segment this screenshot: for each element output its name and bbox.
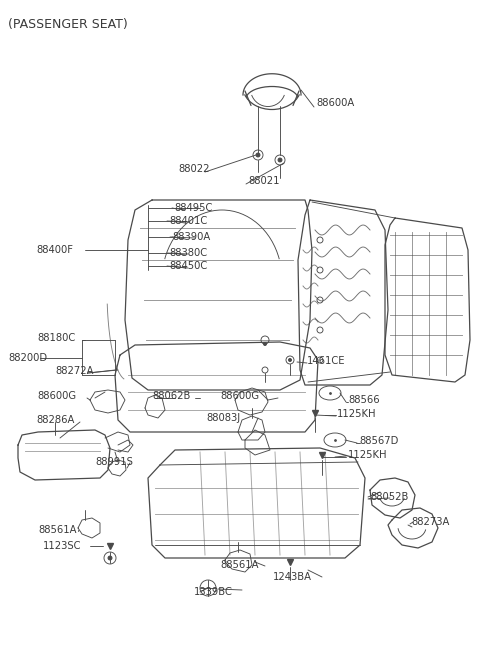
- Text: 1125KH: 1125KH: [348, 450, 387, 460]
- Text: 88561A: 88561A: [220, 560, 259, 570]
- Text: 1461CE: 1461CE: [307, 356, 346, 366]
- Text: 88062B: 88062B: [152, 391, 191, 401]
- Circle shape: [278, 158, 282, 162]
- Text: 88600G: 88600G: [220, 391, 259, 401]
- Text: 88566: 88566: [348, 395, 380, 405]
- Text: 88200D: 88200D: [8, 353, 47, 363]
- Text: 88567D: 88567D: [359, 436, 398, 446]
- Text: 88600G: 88600G: [37, 391, 76, 401]
- Text: 88022: 88022: [178, 164, 209, 174]
- Text: 88286A: 88286A: [36, 415, 74, 425]
- Text: 88380C: 88380C: [169, 248, 207, 258]
- Text: 88561A: 88561A: [38, 525, 76, 535]
- Circle shape: [288, 358, 291, 362]
- Text: 88450C: 88450C: [169, 261, 207, 271]
- Text: 88400F: 88400F: [36, 245, 73, 255]
- Text: 88495C: 88495C: [174, 203, 212, 213]
- Text: 88991S: 88991S: [95, 457, 133, 467]
- Text: 88052B: 88052B: [370, 492, 408, 502]
- Circle shape: [108, 556, 112, 560]
- Circle shape: [256, 153, 260, 157]
- Text: 88401C: 88401C: [169, 216, 207, 226]
- Text: 1243BA: 1243BA: [273, 572, 312, 582]
- Text: (PASSENGER SEAT): (PASSENGER SEAT): [8, 18, 128, 31]
- Text: 88390A: 88390A: [172, 232, 210, 242]
- Text: 88272A: 88272A: [55, 366, 94, 376]
- Circle shape: [264, 343, 266, 345]
- Text: 88180C: 88180C: [37, 333, 75, 343]
- Text: 88273A: 88273A: [411, 517, 449, 527]
- Text: 1339BC: 1339BC: [194, 587, 233, 597]
- Text: 88021: 88021: [248, 176, 279, 186]
- Text: 1123SC: 1123SC: [43, 541, 82, 551]
- Text: 88083J: 88083J: [206, 413, 240, 423]
- Text: 1125KH: 1125KH: [337, 409, 376, 419]
- Text: 88600A: 88600A: [316, 98, 354, 108]
